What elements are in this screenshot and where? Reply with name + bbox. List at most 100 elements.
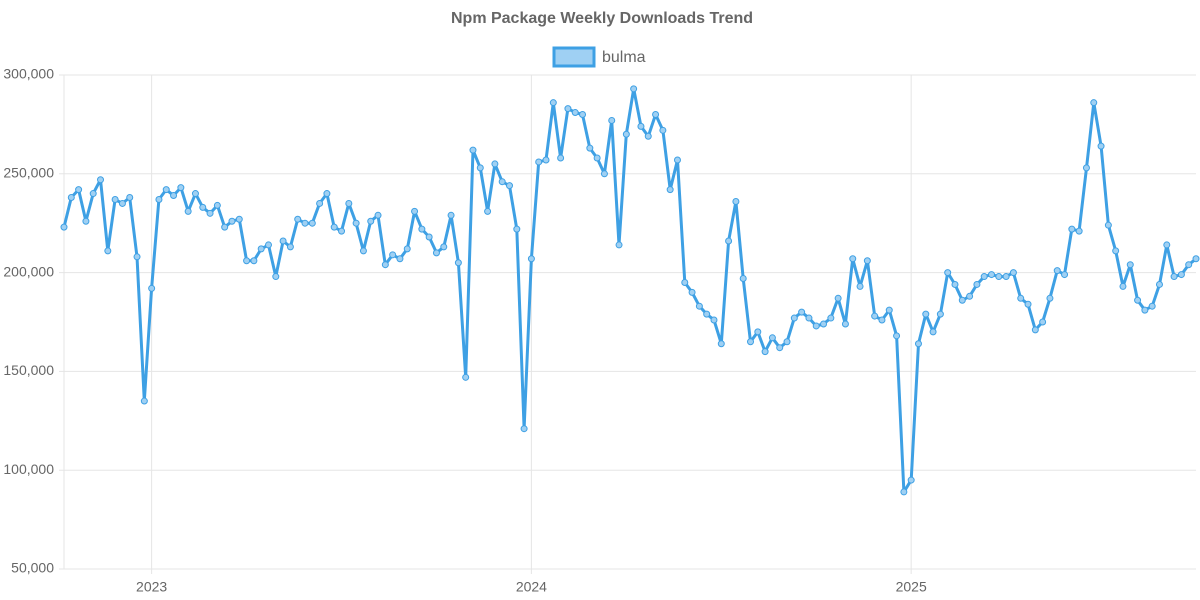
point: [425, 233, 433, 241]
point: [973, 280, 981, 288]
point: [571, 109, 579, 117]
point: [228, 217, 236, 225]
point: [863, 257, 871, 265]
y-tick-label: 50,000: [11, 560, 54, 576]
point: [170, 192, 178, 200]
point: [579, 111, 587, 119]
point: [476, 164, 484, 172]
point: [301, 219, 309, 227]
point: [535, 158, 543, 166]
point: [885, 306, 893, 314]
point: [104, 247, 112, 255]
point: [148, 284, 156, 292]
point: [798, 308, 806, 316]
point: [213, 201, 221, 209]
point: [929, 328, 937, 336]
point: [871, 312, 879, 320]
point: [688, 288, 696, 296]
point: [184, 207, 192, 215]
point: [513, 225, 521, 233]
point: [790, 314, 798, 322]
point: [323, 190, 331, 198]
point: [673, 156, 681, 164]
point: [732, 197, 740, 205]
point: [600, 170, 608, 178]
x-tick-label: 2024: [516, 579, 547, 595]
point: [549, 99, 557, 107]
point: [695, 302, 703, 310]
point: [140, 397, 148, 405]
legend-label: bulma: [602, 49, 646, 66]
point: [768, 334, 776, 342]
legend-swatch: [552, 46, 596, 68]
point: [1134, 296, 1142, 304]
point: [162, 186, 170, 194]
point: [126, 194, 134, 202]
point: [1075, 227, 1083, 235]
point: [264, 241, 272, 249]
point: [622, 130, 630, 138]
y-tick-label: 100,000: [3, 461, 54, 477]
point: [418, 225, 426, 233]
point: [1090, 99, 1098, 107]
point: [812, 322, 820, 330]
point: [958, 296, 966, 304]
point: [454, 259, 462, 267]
point: [1002, 273, 1010, 281]
point: [1104, 221, 1112, 229]
point: [67, 194, 75, 202]
point: [1046, 294, 1054, 302]
point: [60, 223, 68, 231]
point: [878, 316, 886, 324]
point: [286, 243, 294, 251]
point: [111, 195, 119, 203]
x-tick-label: 2023: [136, 579, 167, 595]
point: [1031, 326, 1039, 334]
point: [367, 217, 375, 225]
point: [294, 215, 302, 223]
point: [345, 199, 353, 207]
point: [491, 160, 499, 168]
point: [374, 211, 382, 219]
point: [564, 105, 572, 113]
point: [330, 223, 338, 231]
point: [1192, 255, 1200, 263]
y-tick-label: 200,000: [3, 263, 54, 279]
point: [396, 255, 404, 263]
point: [1163, 241, 1171, 249]
point: [352, 219, 360, 227]
x-tick-label: 2025: [896, 579, 927, 595]
point: [681, 278, 689, 286]
point: [1017, 294, 1025, 302]
point: [914, 340, 922, 348]
point: [462, 373, 470, 381]
point: [900, 488, 908, 496]
point: [944, 269, 952, 277]
point: [1061, 271, 1069, 279]
point: [725, 237, 733, 245]
point: [1039, 318, 1047, 326]
point: [644, 132, 652, 140]
point: [191, 190, 199, 198]
point: [279, 237, 287, 245]
point: [630, 85, 638, 93]
point: [1053, 267, 1061, 275]
point: [1082, 164, 1090, 172]
point: [1097, 142, 1105, 150]
point: [469, 146, 477, 154]
point: [308, 219, 316, 227]
point: [841, 320, 849, 328]
point: [520, 425, 528, 433]
point: [542, 156, 550, 164]
point: [586, 144, 594, 152]
point: [747, 338, 755, 346]
line: [62, 87, 1197, 494]
point: [593, 154, 601, 162]
point: [155, 195, 163, 203]
point: [505, 182, 513, 190]
point: [1141, 306, 1149, 314]
point: [118, 199, 126, 207]
point: [710, 316, 718, 324]
point: [432, 249, 440, 257]
